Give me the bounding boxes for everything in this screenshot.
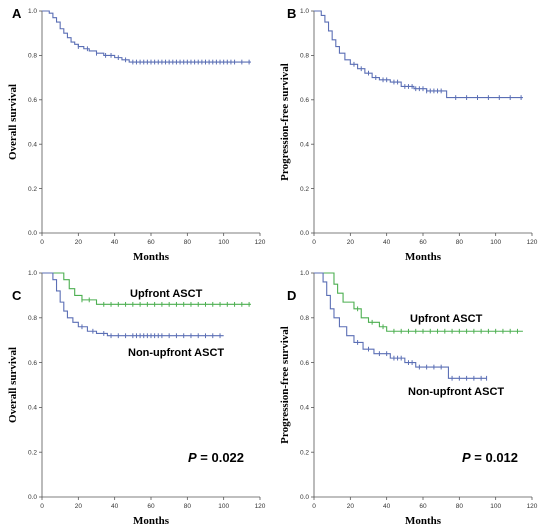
y-axis-title: Progression-free survival [279, 63, 291, 181]
y-axis-title: Overall survival [7, 84, 19, 160]
series-label: Non-upfront ASCT [128, 347, 224, 359]
x-tick-label: 80 [456, 239, 464, 246]
y-tick-label: 1.0 [28, 270, 37, 277]
km-curve [42, 272, 251, 305]
km-curve [314, 10, 523, 99]
x-tick-label: 20 [347, 503, 355, 510]
x-tick-label: 100 [490, 239, 501, 246]
y-tick-label: 0.6 [300, 360, 309, 367]
y-tick-label: 1.0 [28, 8, 37, 15]
y-tick-label: 0.8 [28, 53, 37, 60]
y-tick-label: 1.0 [300, 8, 309, 15]
x-tick-label: 40 [383, 239, 391, 246]
panel-letter: D [287, 288, 296, 303]
y-tick-label: 0.8 [28, 315, 37, 322]
series-upfront-asct [314, 272, 523, 334]
x-tick-label: 100 [490, 503, 501, 510]
series-upfront-asct [42, 272, 251, 307]
x-axis-title: Months [405, 515, 442, 527]
panel-d: D 0.0 0.2 0.4 0.6 0.8 1.0 0 20 40 60 80 100 120 Months… [279, 270, 538, 527]
p-value: P = 0.012 [462, 450, 518, 465]
y-axis-title: Progression-free survival [279, 326, 291, 444]
y-axis-title: Overall survival [7, 347, 19, 423]
x-tick-label: 120 [255, 503, 266, 510]
x-tick-label: 40 [111, 503, 119, 510]
x-tick-label: 60 [419, 239, 427, 246]
series-label: Upfront ASCT [130, 288, 203, 300]
y-tick-label: 0.0 [28, 230, 37, 237]
y-tick-label: 1.0 [300, 270, 309, 277]
y-tick-label: 0.6 [28, 97, 37, 104]
series-label: Non-upfront ASCT [408, 386, 504, 398]
x-tick-label: 60 [147, 503, 155, 510]
y-tick-label: 0.0 [300, 494, 309, 501]
x-tick-label: 60 [147, 239, 155, 246]
y-tick-label: 0.4 [300, 405, 309, 412]
x-tick-label: 20 [75, 503, 83, 510]
y-tick-label: 0.4 [300, 141, 309, 148]
series-non-upfront-asct [42, 272, 224, 339]
y-tick-label: 0.2 [28, 449, 37, 456]
y-tick-label: 0.8 [300, 53, 309, 60]
panel-letter: B [287, 6, 296, 21]
x-tick-label: 80 [184, 239, 192, 246]
x-tick-label: 60 [419, 503, 427, 510]
x-tick-label: 20 [75, 239, 83, 246]
x-tick-label: 0 [40, 503, 44, 510]
series-label: Upfront ASCT [410, 313, 483, 325]
y-tick-label: 0.2 [28, 186, 37, 193]
x-tick-label: 80 [456, 503, 464, 510]
y-tick-label: 0.6 [300, 97, 309, 104]
y-tick-label: 0.0 [300, 230, 309, 237]
x-axis-title: Months [405, 251, 442, 263]
km-curve [42, 272, 224, 337]
x-tick-label: 0 [312, 503, 316, 510]
series-overall [314, 10, 523, 100]
x-tick-label: 0 [312, 239, 316, 246]
series-non-upfront-asct [314, 272, 488, 381]
x-tick-label: 20 [347, 239, 355, 246]
x-tick-label: 100 [218, 503, 229, 510]
panel-b: B 0.0 0.2 0.4 0.6 0.8 1.0 0 20 40 60 80 100 120 Months… [279, 6, 538, 263]
y-tick-label: 0.2 [300, 449, 309, 456]
x-tick-label: 40 [383, 503, 391, 510]
x-tick-label: 120 [527, 503, 538, 510]
x-tick-label: 80 [184, 503, 192, 510]
x-axis-title: Months [133, 251, 170, 263]
panel-a: A 0.0 0.2 0.4 0.6 0.8 1.0 0 20 40 60 80 100 120 Months… [7, 6, 266, 263]
km-curve [314, 272, 523, 332]
series-overall [42, 10, 251, 65]
y-tick-label: 0.2 [300, 186, 309, 193]
panel-letter: A [12, 6, 22, 21]
panel-c: C 0.0 0.2 0.4 0.6 0.8 1.0 0 20 40 60 80 100 120 Months… [7, 270, 266, 527]
y-tick-label: 0.8 [300, 315, 309, 322]
km-curve [314, 272, 487, 379]
x-tick-label: 100 [218, 239, 229, 246]
p-value: P = 0.022 [188, 450, 244, 465]
x-tick-label: 40 [111, 239, 119, 246]
y-tick-label: 0.4 [28, 405, 37, 412]
x-tick-label: 120 [527, 239, 538, 246]
y-tick-label: 0.4 [28, 141, 37, 148]
x-axis-title: Months [133, 515, 170, 527]
y-tick-label: 0.6 [28, 360, 37, 367]
y-tick-label: 0.0 [28, 494, 37, 501]
x-tick-label: 120 [255, 239, 266, 246]
x-tick-label: 0 [40, 239, 44, 246]
km-curve [42, 10, 251, 63]
panel-letter: C [12, 288, 22, 303]
